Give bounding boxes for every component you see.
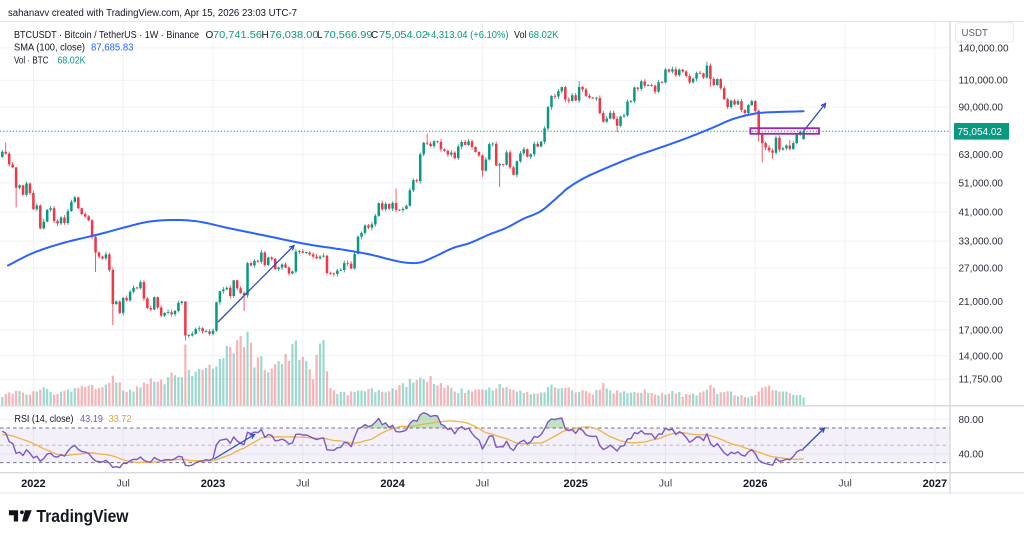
svg-text:63,000.00: 63,000.00	[959, 150, 1004, 161]
svg-text:70,566.99: 70,566.99	[324, 30, 373, 41]
svg-text:75,054.02: 75,054.02	[958, 127, 1003, 138]
svg-text:17,000.00: 17,000.00	[959, 325, 1004, 336]
svg-text:Jul: Jul	[659, 478, 672, 490]
svg-text:TradingView: TradingView	[37, 506, 130, 526]
svg-text:33,000.00: 33,000.00	[959, 237, 1004, 248]
svg-text:L: L	[317, 30, 323, 41]
svg-text:70,741.56: 70,741.56	[213, 30, 262, 41]
svg-text:21,000.00: 21,000.00	[959, 297, 1004, 308]
svg-text:90,000.00: 90,000.00	[959, 103, 1004, 114]
svg-text:27,000.00: 27,000.00	[959, 264, 1004, 275]
svg-text:Jul: Jul	[476, 478, 489, 490]
svg-text:76,038.00: 76,038.00	[270, 30, 319, 41]
svg-text:2022: 2022	[21, 478, 45, 490]
svg-text:C: C	[371, 30, 378, 41]
svg-text:BTCUSDT · Bitcoin / TetherUS ·: BTCUSDT · Bitcoin / TetherUS · 1W · Bina…	[14, 30, 199, 41]
svg-text:2023: 2023	[201, 478, 225, 490]
svg-text:sahanavv created with TradingV: sahanavv created with TradingView.com, A…	[8, 8, 297, 19]
svg-text:51,000.00: 51,000.00	[959, 178, 1004, 189]
svg-text:68.02K: 68.02K	[529, 30, 559, 41]
svg-text:O: O	[206, 30, 214, 41]
svg-text:68.02K: 68.02K	[58, 56, 86, 67]
svg-text:USDT: USDT	[962, 27, 989, 39]
svg-text:Jul: Jul	[296, 478, 309, 490]
svg-text:2027: 2027	[923, 478, 947, 490]
svg-text:43.19: 43.19	[80, 414, 103, 425]
svg-text:140,000.00: 140,000.00	[959, 43, 1009, 54]
svg-text:2026: 2026	[743, 478, 767, 490]
svg-text:SMA (100, close): SMA (100, close)	[14, 43, 85, 54]
svg-text:Vol: Vol	[514, 30, 527, 41]
svg-text:Jul: Jul	[838, 478, 851, 490]
svg-text:33.72: 33.72	[109, 414, 132, 425]
svg-text:110,000.00: 110,000.00	[959, 76, 1009, 87]
svg-text:75,054.02: 75,054.02	[379, 30, 428, 41]
svg-text:11,750.00: 11,750.00	[959, 375, 1003, 386]
svg-text:40.00: 40.00	[959, 450, 984, 461]
svg-text:H: H	[262, 30, 269, 41]
svg-text:Vol · BTC: Vol · BTC	[14, 56, 49, 67]
svg-text:2024: 2024	[380, 478, 405, 490]
svg-text:41,000.00: 41,000.00	[959, 208, 1004, 219]
svg-text:87,685.83: 87,685.83	[91, 43, 134, 54]
svg-text:2025: 2025	[563, 478, 587, 490]
svg-text:14,000.00: 14,000.00	[959, 351, 1004, 362]
svg-text:RSI (14, close): RSI (14, close)	[15, 414, 74, 425]
svg-text:+4,313.04 (+6.10%): +4,313.04 (+6.10%)	[426, 30, 509, 41]
svg-text:80.00: 80.00	[959, 415, 984, 426]
svg-text:Jul: Jul	[116, 478, 129, 490]
